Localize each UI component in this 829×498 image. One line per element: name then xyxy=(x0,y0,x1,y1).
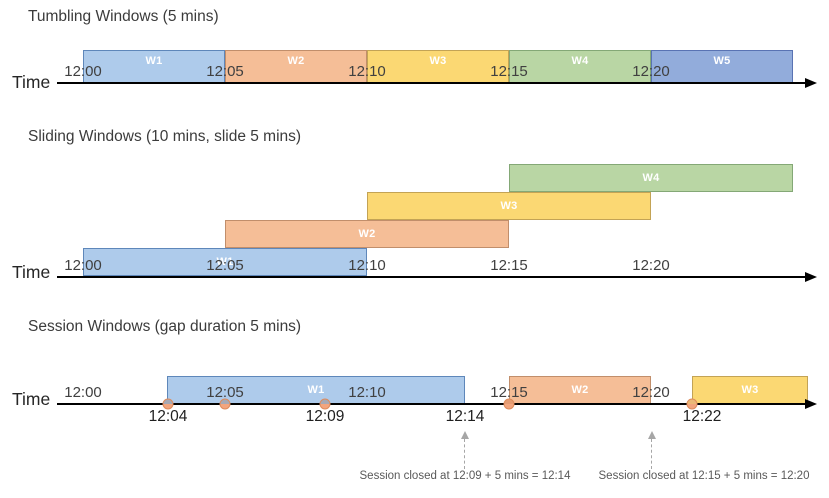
window-label: W3 xyxy=(741,384,759,396)
window-bar-w2: W2 xyxy=(225,50,367,83)
event-dot xyxy=(319,398,331,410)
tick-label: 12:15 xyxy=(490,384,528,401)
time-axis xyxy=(57,82,806,84)
tick-label: 12:00 xyxy=(64,257,102,274)
event-time-label: 12:04 xyxy=(148,408,188,425)
section-title: Sliding Windows (10 mins, slide 5 mins) xyxy=(28,128,302,145)
session-note: Session closed at 12:09 + 5 mins = 12:14 xyxy=(359,470,571,482)
tick-label: 12:20 xyxy=(632,384,670,401)
tick-label: 12:20 xyxy=(632,257,670,274)
window-label: W3 xyxy=(429,55,447,67)
section-title: Session Windows (gap duration 5 mins) xyxy=(28,318,302,335)
window-bar-w1: W1 xyxy=(83,50,225,83)
window-label: W5 xyxy=(713,55,731,67)
event-time-label: 12:09 xyxy=(305,408,345,425)
window-bar-w1: W1 xyxy=(83,248,367,276)
tick-label: 12:15 xyxy=(490,257,528,274)
time-axis-label: Time xyxy=(12,262,51,282)
window-label: W2 xyxy=(358,228,376,240)
window-label: W3 xyxy=(500,200,518,212)
tick-label: 12:05 xyxy=(206,63,244,80)
window-label: W2 xyxy=(287,55,305,67)
window-label: W2 xyxy=(571,384,589,396)
event-dot xyxy=(503,398,515,410)
axis-arrow-icon xyxy=(805,399,817,409)
tick-label: 12:05 xyxy=(206,384,244,401)
time-axis xyxy=(57,403,806,405)
dashed-arrow-line xyxy=(651,439,652,469)
window-label: W4 xyxy=(642,172,660,184)
window-bar-w2: W2 xyxy=(509,376,651,404)
event-dot xyxy=(686,398,698,410)
event-time-label: 12:22 xyxy=(682,408,722,425)
time-axis-label: Time xyxy=(12,72,51,92)
axis-arrow-icon xyxy=(805,272,817,282)
window-bar-w5: W5 xyxy=(651,50,793,83)
tick-label: 12:15 xyxy=(490,63,528,80)
window-label: W4 xyxy=(571,55,589,67)
session-note: Session closed at 12:15 + 5 mins = 12:20 xyxy=(598,470,810,482)
window-bar-w2: W2 xyxy=(225,220,509,248)
window-bar-w4: W4 xyxy=(509,164,793,192)
window-bar-w3: W3 xyxy=(692,376,808,404)
dashed-up-arrow-icon xyxy=(461,431,469,439)
section-title: Tumbling Windows (5 mins) xyxy=(28,8,219,25)
tick-label: 12:00 xyxy=(64,63,102,80)
axis-arrow-icon xyxy=(805,78,817,88)
window-bar-w3: W3 xyxy=(367,50,509,83)
dashed-arrow-line xyxy=(464,439,465,469)
time-axis-label: Time xyxy=(12,389,51,409)
tick-label: 12:00 xyxy=(64,384,102,401)
tick-label: 12:10 xyxy=(348,63,386,80)
tick-label: 12:05 xyxy=(206,257,244,274)
time-axis xyxy=(57,276,806,278)
dashed-up-arrow-icon xyxy=(648,431,656,439)
window-label: W1 xyxy=(145,55,163,67)
window-bar-w4: W4 xyxy=(509,50,651,83)
event-dot xyxy=(162,398,174,410)
tick-label: 12:10 xyxy=(348,384,386,401)
event-dot xyxy=(219,398,231,410)
tick-label: 12:20 xyxy=(632,63,670,80)
tick-label: 12:10 xyxy=(348,257,386,274)
window-bar-w3: W3 xyxy=(367,192,651,220)
window-label: W1 xyxy=(216,256,234,268)
event-time-label: 12:14 xyxy=(445,408,485,425)
window-label: W1 xyxy=(307,384,325,396)
